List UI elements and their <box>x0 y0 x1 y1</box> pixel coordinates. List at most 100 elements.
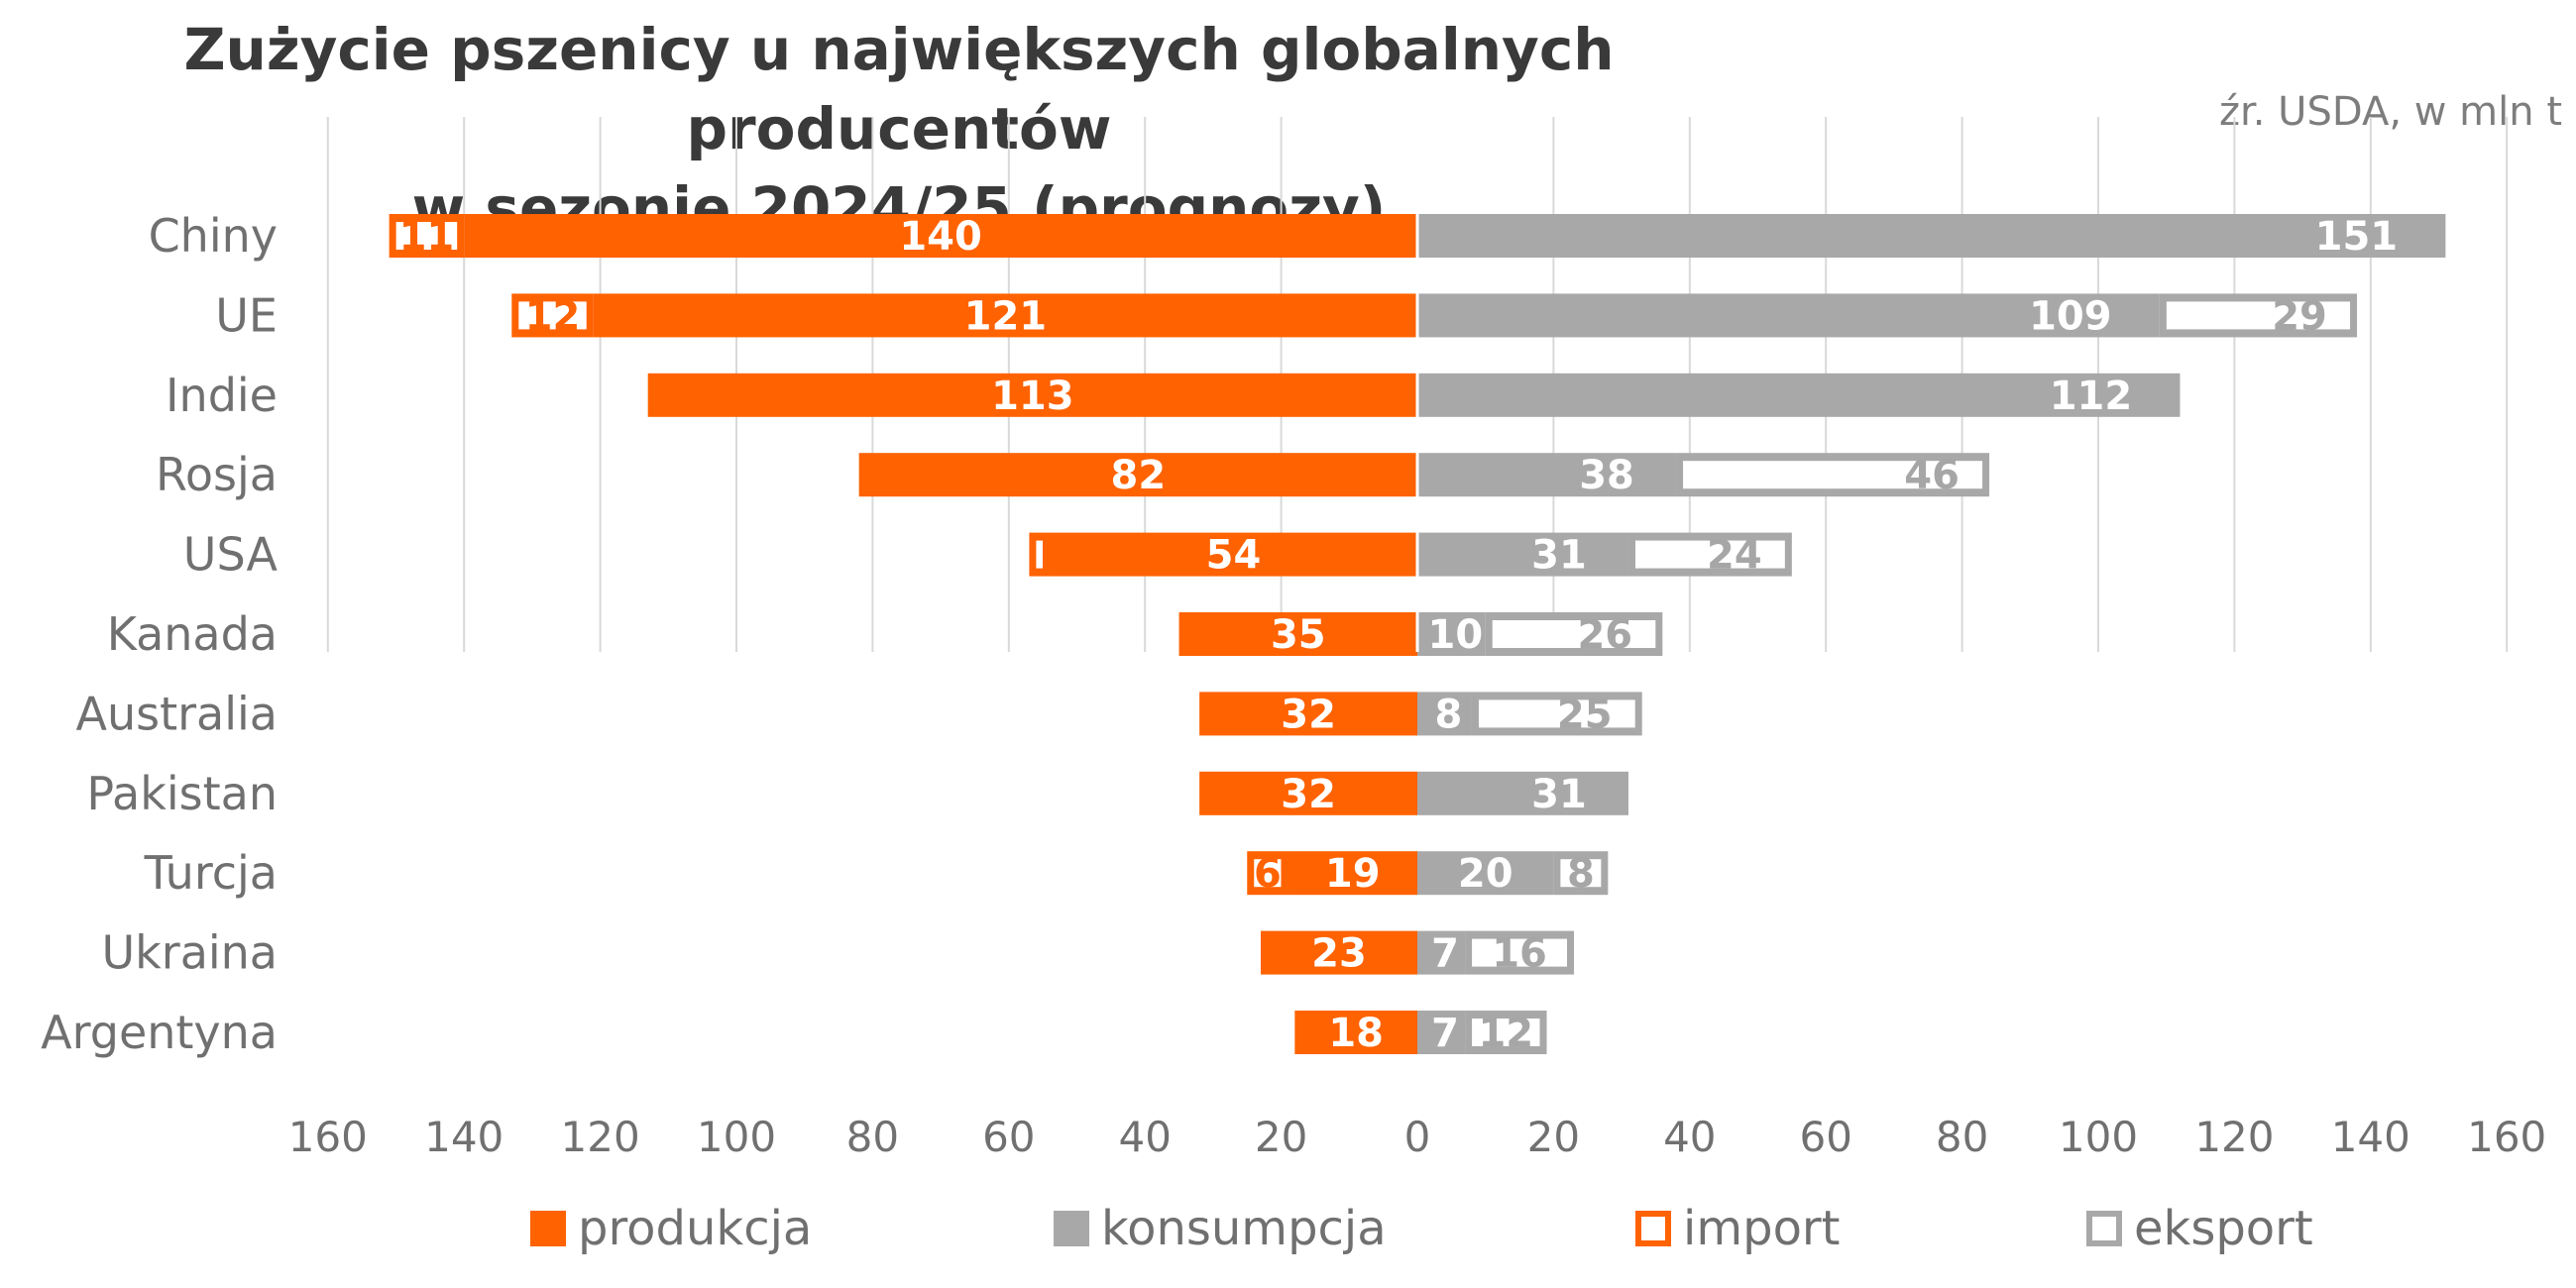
produkcja-value-label: 35 <box>1271 612 1326 658</box>
bar-konsumpcja <box>1417 1011 1466 1054</box>
source-note: źr. USDA, w mln t <box>2218 89 2562 135</box>
eksport-value-label: 25 <box>1557 692 1613 737</box>
bar-konsumpcja <box>1417 771 1628 815</box>
bar-produkcja <box>1288 851 1417 896</box>
x-tick-label: 20 <box>1527 1113 1580 1161</box>
eksport-value-label: 12 <box>1478 1011 1533 1056</box>
konsumpcja-value-label: 112 <box>2050 374 2133 419</box>
import-value-label: 11 <box>399 214 455 260</box>
produkcja-value-label: 82 <box>1110 453 1166 498</box>
eksport-value-label: 24 <box>1707 533 1762 579</box>
bar-eksport <box>1560 859 1602 888</box>
bar-konsumpcja <box>1417 692 1472 736</box>
bar-produkcja <box>1178 612 1417 656</box>
x-tick-label: 100 <box>2059 1113 2138 1161</box>
legend-swatch-konsumpcja <box>1054 1211 1089 1246</box>
category-label: Australia <box>76 687 278 740</box>
category-labels: Chiny UE Indie Rosja USA Kanada Australia Pakis… <box>41 209 278 1059</box>
bar-import <box>1254 859 1282 888</box>
bar-konsumpcja <box>1417 532 1628 577</box>
bar-produkcja <box>647 373 1417 417</box>
konsumpcja-value-label: 20 <box>1458 851 1513 897</box>
bar-import <box>1036 540 1044 569</box>
x-tick-label: 100 <box>697 1113 776 1161</box>
category-label: Turcja <box>144 846 278 900</box>
bar-konsumpcja <box>1417 930 1466 975</box>
konsumpcja-value-label: 10 <box>1428 612 1484 658</box>
bar-konsumpcja <box>1417 612 1486 656</box>
legend-swatch-eksport <box>2086 1211 2122 1246</box>
bar-produkcja <box>1050 532 1417 577</box>
x-tick-label: 140 <box>424 1113 504 1161</box>
x-tick-label: 160 <box>2467 1113 2546 1161</box>
x-tick-label: 80 <box>846 1113 899 1161</box>
category-label: UE <box>215 288 278 342</box>
legend-label-konsumpcja: konsumpcja <box>1101 1201 1387 1256</box>
x-tick-label: 0 <box>1404 1113 1431 1161</box>
konsumpcja-value-label: 8 <box>1435 692 1463 737</box>
eksport-value-label: 26 <box>1577 612 1632 658</box>
bar-konsumpcja <box>1417 214 2446 258</box>
x-tick-label: 80 <box>1936 1113 1988 1161</box>
konsumpcja-value-label: 31 <box>1531 772 1587 817</box>
produkcja-value-label: 121 <box>964 293 1048 339</box>
bar-produkcja <box>1294 1011 1417 1054</box>
bar-produkcja <box>1199 771 1417 815</box>
bar-produkcja <box>1260 930 1417 975</box>
x-tick-label: 120 <box>561 1113 640 1161</box>
produkcja-value-label: 32 <box>1281 772 1336 817</box>
x-tick-label: 60 <box>982 1113 1035 1161</box>
konsumpcja-value-label: 7 <box>1431 1011 1459 1056</box>
x-tick-label: 20 <box>1255 1113 1307 1161</box>
chart-title: Zużycie pszenicy u największych globalny… <box>12 10 1786 248</box>
legend: produkcja konsumpcja import eksport <box>530 1201 2313 1256</box>
legend-label-import: import <box>1683 1201 1840 1256</box>
produkcja-value-label: 23 <box>1311 931 1367 977</box>
konsumpcja-value-label: 151 <box>2315 214 2399 260</box>
konsumpcja-value-label: 38 <box>1579 453 1634 498</box>
bar-produkcja <box>593 293 1417 338</box>
konsumpcja-value-label: 31 <box>1531 533 1587 579</box>
bar-konsumpcja <box>1417 453 1677 497</box>
category-label: Rosja <box>156 448 278 501</box>
eksport-value-label: 46 <box>1904 453 1960 498</box>
bar-import <box>518 301 587 330</box>
bar-produkcja <box>858 453 1417 497</box>
x-tick-label: 120 <box>2194 1113 2274 1161</box>
eksport-value-label: 29 <box>2272 293 2327 339</box>
x-tick-labels: 160 140 120 100 80 60 40 20 0 20 40 60 80 100 120 140 16… <box>288 1113 2547 1161</box>
konsumpcja-value-label: 7 <box>1431 931 1459 977</box>
x-tick-label: 60 <box>1799 1113 1851 1161</box>
category-label: Ukraina <box>101 926 278 980</box>
produkcja-value-label: 18 <box>1328 1011 1384 1056</box>
import-value-label: 12 <box>525 293 581 339</box>
produkcja-value-label: 32 <box>1281 692 1336 737</box>
category-label: Kanada <box>107 607 278 661</box>
bar-eksport <box>1492 620 1656 648</box>
produkcja-value-label: 54 <box>1206 533 1262 579</box>
x-tick-label: 140 <box>2331 1113 2410 1161</box>
bar-konsumpcja <box>1417 851 1554 896</box>
bar-eksport <box>1634 540 1785 569</box>
eksport-value-label: 16 <box>1492 931 1547 977</box>
bars <box>389 117 2446 1054</box>
x-tick-label: 40 <box>1663 1113 1716 1161</box>
produkcja-value-label: 113 <box>991 374 1074 419</box>
chart-title-line-1: Zużycie pszenicy u największych globalny… <box>183 16 1615 162</box>
legend-label-eksport: eksport <box>2134 1201 2313 1256</box>
bar-eksport <box>1472 938 1568 967</box>
x-tick-label: 160 <box>288 1113 368 1161</box>
import-value-label: 6 <box>1254 851 1282 897</box>
bar-import <box>395 222 458 250</box>
bar-eksport <box>1683 461 1983 489</box>
produkcja-value-label: 19 <box>1325 851 1381 897</box>
category-label: Argentyna <box>41 1006 278 1059</box>
bar-produkcja <box>464 214 1417 258</box>
bar-eksport <box>2166 301 2351 330</box>
bar-konsumpcja <box>1417 373 2181 417</box>
bar-konsumpcja <box>1417 293 2160 338</box>
eksport-value-label: 8 <box>1567 851 1595 897</box>
category-label: USA <box>183 528 279 582</box>
category-label: Chiny <box>149 209 278 263</box>
